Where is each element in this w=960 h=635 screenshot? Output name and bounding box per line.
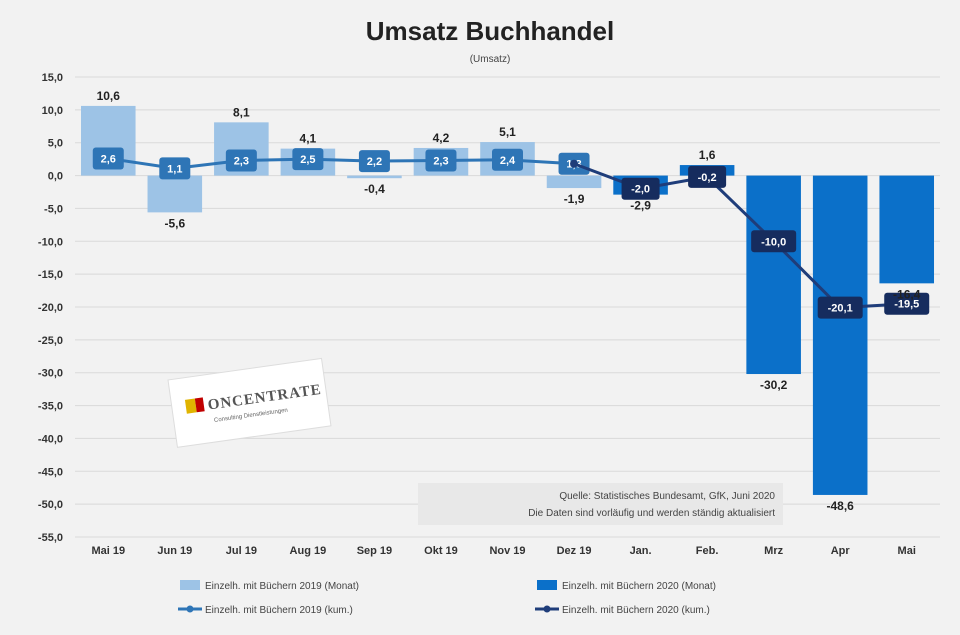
- line-point-box: [817, 296, 863, 319]
- y-tick-label: 5,0: [48, 138, 63, 150]
- line-value-label: 2,6: [101, 153, 116, 165]
- legend-swatch-bar-2019: [180, 580, 200, 590]
- y-tick-label: -10,0: [38, 236, 63, 248]
- line-value-label: 1,1: [167, 163, 182, 175]
- y-tick-label: 0,0: [48, 171, 63, 183]
- legend-label-line-2020: Einzelh. mit Büchern 2020 (kum.): [562, 605, 710, 616]
- data-labels: 10,6 -5,6 8,1 4,1 -0,4 4,2 5,1 -1,9 -2,9 1,6 -30,2…: [97, 89, 921, 513]
- chart-subtitle: (Umsatz): [470, 54, 511, 65]
- x-tick-label: Apr: [831, 545, 851, 557]
- line-point-box: [751, 230, 797, 253]
- line-point-box: [884, 292, 930, 315]
- x-tick-label: Mai 19: [91, 545, 125, 557]
- line-point-box: [688, 165, 727, 188]
- bar: [812, 175, 868, 495]
- y-tick-label: -35,0: [38, 401, 63, 413]
- line-point-box: [225, 149, 257, 172]
- line-point-box: [92, 147, 124, 170]
- x-tick-label: Mrz: [764, 545, 783, 557]
- chart-title: Umsatz Buchhandel: [366, 16, 615, 46]
- x-tick-label: Jul 19: [226, 545, 257, 557]
- bar-value-label: 8,1: [233, 105, 250, 119]
- bar-value-label: 4,2: [433, 131, 450, 145]
- bar-value-label: -5,6: [164, 216, 185, 230]
- bar-value-label: -16,4: [893, 287, 921, 301]
- line-point-box: [292, 148, 324, 171]
- source-line-2: Die Daten sind vorläufig und werden stän…: [528, 508, 775, 519]
- bar-value-label: 4,1: [300, 132, 317, 146]
- x-tick-label: Aug 19: [290, 545, 327, 557]
- x-tick-label: Okt 19: [424, 545, 458, 557]
- legend-label-bar-2019: Einzelh. mit Büchern 2019 (Monat): [205, 581, 359, 592]
- line-value-label: -0,2: [698, 172, 717, 184]
- line-value-label: -20,1: [828, 303, 853, 315]
- bar-value-label: -2,9: [630, 199, 651, 213]
- bar-value-label: 5,1: [499, 125, 516, 139]
- line-value-label: -2,0: [631, 184, 650, 196]
- y-tick-label: -55,0: [38, 532, 63, 544]
- legend-item-bar-2019: Einzelh. mit Büchern 2019 (Monat): [180, 580, 359, 592]
- y-tick-label: -45,0: [38, 466, 63, 478]
- bar-value-label: 10,6: [97, 89, 121, 103]
- legend-item-line-2019: Einzelh. mit Büchern 2019 (kum.): [178, 605, 353, 616]
- line-value-label: 2,2: [367, 156, 382, 168]
- line-value-label: -10,0: [761, 236, 786, 248]
- bar-value-label: -0,4: [364, 182, 385, 196]
- y-tick-label: -5,0: [44, 203, 63, 215]
- source-note: Quelle: Statistisches Bundesamt, GfK, Ju…: [418, 483, 783, 525]
- lines: 2,61,12,32,52,22,32,41,8-2,0-0,2-10,0-20…: [92, 147, 930, 319]
- bar-value-label: -30,2: [760, 378, 788, 392]
- legend-label-line-2019: Einzelh. mit Büchern 2019 (kum.): [205, 605, 353, 616]
- line-value-label: 2,3: [234, 155, 249, 167]
- legend-swatch-bar-2020: [537, 580, 557, 590]
- legend-label-bar-2020: Einzelh. mit Büchern 2020 (Monat): [562, 581, 716, 592]
- line-point-box: [492, 148, 523, 171]
- bar-value-label: 1,6: [699, 148, 716, 162]
- source-line-1: Quelle: Statistisches Bundesamt, GfK, Ju…: [559, 491, 775, 502]
- bar-value-label: -1,9: [564, 192, 585, 206]
- x-tick-label: Dez 19: [557, 545, 592, 557]
- x-tick-label: Feb.: [696, 545, 719, 557]
- x-tick-label: Jun 19: [157, 545, 192, 557]
- y-tick-label: 15,0: [42, 72, 63, 84]
- x-tick-label: Jan.: [630, 545, 652, 557]
- line-value-label: 2,3: [433, 155, 448, 167]
- bar: [147, 175, 203, 213]
- legend-marker-line-2020: [543, 605, 551, 613]
- line-value-label: 2,5: [300, 154, 315, 166]
- bar: [347, 175, 402, 179]
- y-tick-label: -15,0: [38, 269, 63, 281]
- line-point-box: [425, 149, 457, 172]
- line-point-box: [159, 157, 191, 180]
- bar: [746, 175, 801, 375]
- x-tick-label: Sep 19: [357, 545, 392, 557]
- legend-item-line-2020: Einzelh. mit Büchern 2020 (kum.): [535, 605, 710, 616]
- bar: [546, 175, 602, 189]
- y-tick-label: -20,0: [38, 302, 63, 314]
- x-tick-label: Nov 19: [489, 545, 525, 557]
- x-tick-label: Mai: [898, 545, 916, 557]
- line-value-label: 2,4: [500, 155, 516, 167]
- line-point-box: [621, 177, 660, 200]
- y-tick-label: -25,0: [38, 335, 63, 347]
- y-tick-label: 10,0: [42, 105, 63, 117]
- y-tick-label: -50,0: [38, 499, 63, 511]
- legend: Einzelh. mit Büchern 2019 (Monat) Einzel…: [178, 580, 716, 616]
- legend-item-bar-2020: Einzelh. mit Büchern 2020 (Monat): [537, 580, 716, 592]
- legend-marker-line-2019: [186, 605, 194, 613]
- line-point: [570, 159, 579, 168]
- y-tick-label: -40,0: [38, 433, 63, 445]
- y-tick-label: -30,0: [38, 368, 63, 380]
- x-axis-ticks: Mai 19 Jun 19 Jul 19 Aug 19 Sep 19 Okt 19 Nov …: [91, 545, 915, 557]
- bar-value-label: -48,6: [827, 499, 855, 513]
- logo: ONCENTRATE Consulting Dienstleistungen: [167, 357, 332, 448]
- y-axis-ticks: 15,0 10,0 5,0 0,0 -5,0 -10,0 -15,0 -20,0 -25,0 -3…: [38, 72, 63, 544]
- bar: [879, 175, 935, 284]
- line-value-label: -19,5: [894, 299, 919, 311]
- line-point-box: [358, 150, 390, 173]
